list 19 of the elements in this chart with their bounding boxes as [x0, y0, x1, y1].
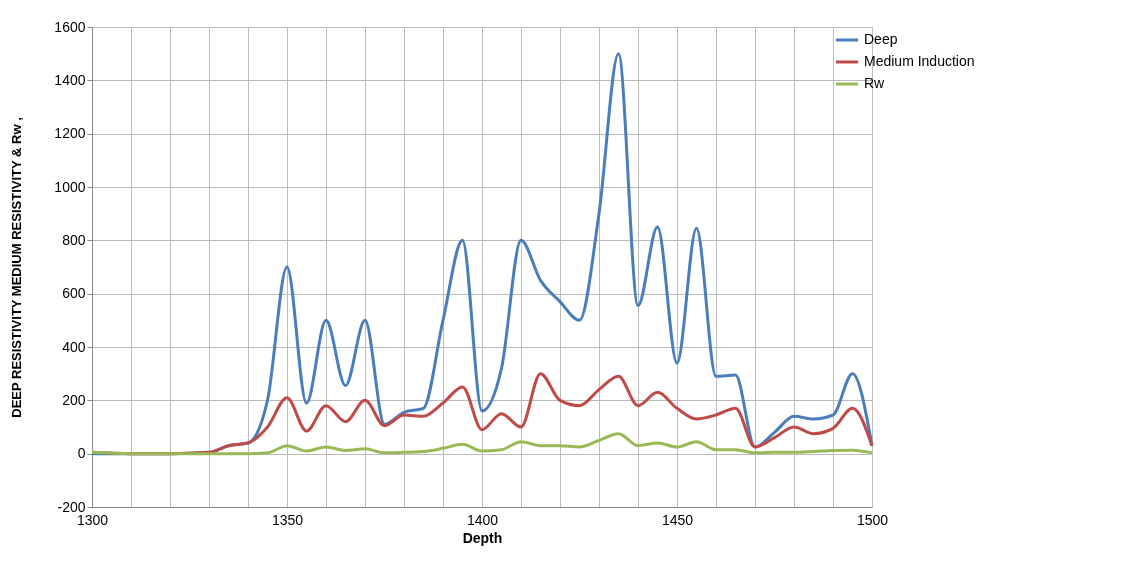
legend-label: Rw [864, 75, 886, 91]
x-tick-label: 1350 [271, 511, 304, 528]
y-tick-label: 200 [62, 391, 86, 408]
y-tick-label: 1600 [54, 18, 86, 35]
x-tick-label: 1400 [466, 511, 499, 528]
y-axis-title: DEEP RESISTIVITY MEDIUM RESISTIVITY & Rw , [9, 117, 25, 418]
y-tick-label: 800 [62, 231, 86, 248]
line-series [90, 432, 874, 456]
y-tick-label: 0 [77, 445, 86, 462]
x-axis-title: Depth [462, 529, 503, 546]
x-tick-label: 1500 [856, 511, 889, 528]
y-tick-label: 1200 [54, 125, 86, 142]
x-tick-label: 1450 [661, 511, 694, 528]
y-tick-label: 1400 [54, 71, 86, 88]
y-tick-label: 600 [62, 285, 86, 302]
y-tick-label: 1000 [54, 178, 86, 195]
y-tick-label: 400 [62, 338, 86, 355]
legend-label: Medium Induction [864, 53, 975, 69]
legend-label: Deep [864, 31, 898, 47]
